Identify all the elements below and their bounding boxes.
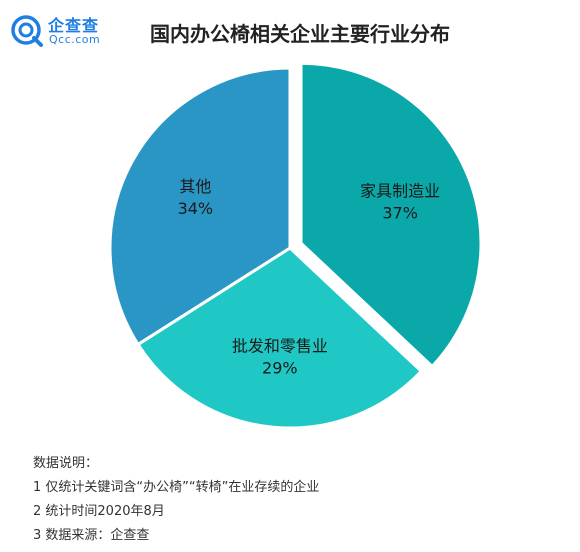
qcc-logo-icon [11, 15, 43, 47]
slice-category-label-2: 批发和零售业 [232, 337, 328, 356]
pie-chart: 家具制造业 37% 批发和零售业 29% 其他 34% [108, 61, 483, 430]
slice-value-label-1: 37% [382, 203, 418, 222]
note-item-3: 3 数据来源：企查查 [33, 528, 150, 543]
slice-category-label-1: 家具制造业 [360, 181, 440, 200]
pie-slice-3 [108, 66, 292, 347]
note-item-1: 1 仅统计关键词含“办公椅”“转椅”在业存续的企业 [33, 480, 320, 495]
header: 企查查 Qcc.com 国内办公椅相关企业主要行业分布 [0, 0, 580, 62]
logo-name: 企查查 [48, 16, 100, 35]
slice-value-label-2: 29% [262, 359, 298, 378]
slice-category-label-3: 其他 [179, 177, 211, 196]
slice-value-label-3: 34% [178, 199, 214, 218]
pie-slice-1 [299, 61, 483, 369]
data-notes: 数据说明： 1 仅统计关键词含“办公椅”“转椅”在业存续的企业 2 统计时间20… [33, 452, 319, 548]
page-title: 国内办公椅相关企业主要行业分布 [150, 22, 450, 46]
note-item-2: 2 统计时间2020年8月 [33, 504, 165, 519]
pie-slice-2 [135, 246, 424, 430]
logo: 企查查 Qcc.com [10, 10, 110, 50]
notes-heading: 数据说明： [33, 456, 99, 471]
logo-domain: Qcc.com [49, 33, 101, 46]
